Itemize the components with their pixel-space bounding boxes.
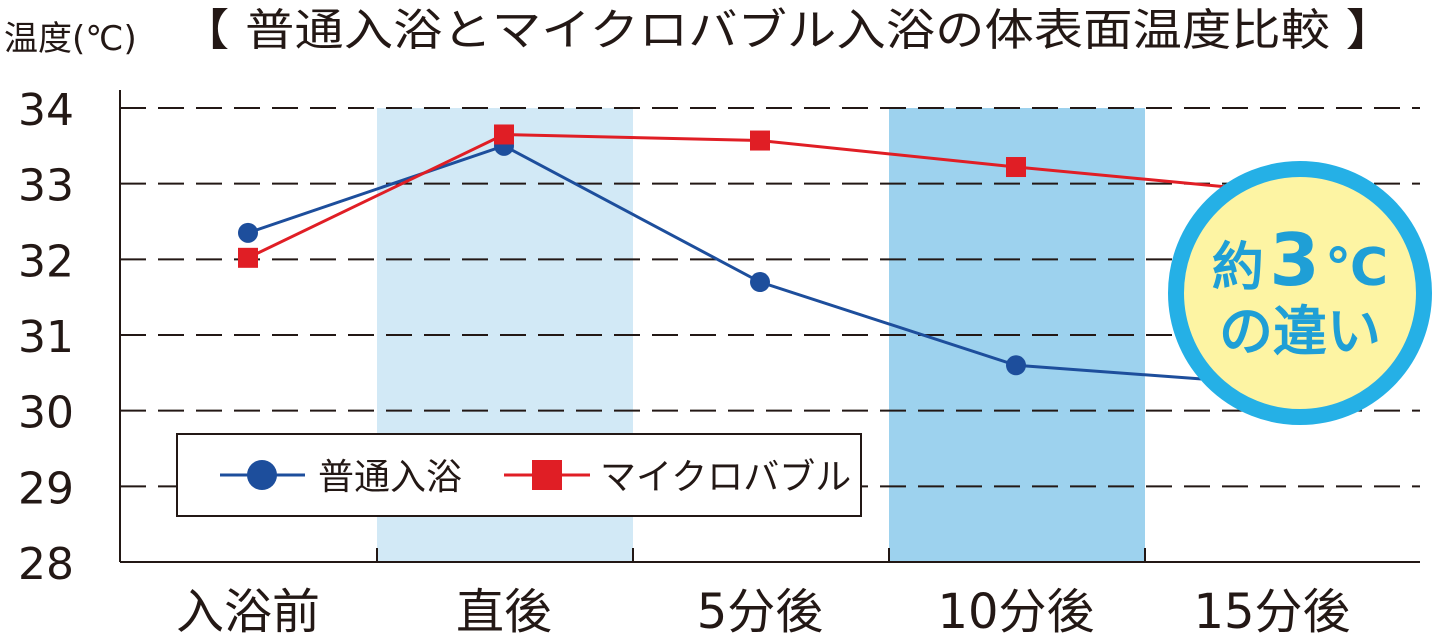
point-0-0 (238, 222, 258, 243)
legend-marker-microbubble (532, 460, 562, 490)
point-0-3 (1006, 355, 1026, 376)
y-tick-label-34: 34 (18, 85, 74, 136)
badge-line1: 約 3 ℃ (1212, 218, 1388, 302)
axes (119, 90, 1420, 563)
badge-line2: の違い (1219, 300, 1381, 363)
y-tick-label-30: 30 (18, 388, 74, 439)
x-tick-label-2: 5分後 (697, 584, 824, 638)
point-0-2 (750, 272, 770, 293)
x-tick-label-3: 10分後 (937, 584, 1094, 638)
badge-prefix: 約 (1212, 238, 1264, 298)
x-tick-label-4: 15分後 (1193, 584, 1350, 638)
legend: 普通入浴 マイクロバブル (176, 433, 862, 517)
y-tick-label-32: 32 (18, 236, 74, 287)
y-tick-label-31: 31 (18, 312, 74, 363)
badge-unit: ℃ (1325, 238, 1388, 298)
legend-label-microbubble: マイクロバブル (600, 457, 851, 498)
y-axis-label: 温度(℃) (4, 19, 137, 59)
y-tick-label-33: 33 (18, 161, 74, 212)
x-tick-label-1: 直後 (456, 584, 552, 638)
y-tick-label-29: 29 (18, 463, 74, 514)
y-tick-labels: 28 29 30 31 32 33 34 (18, 85, 74, 590)
badge-circle (1168, 161, 1432, 425)
chart-title: 【 普通入浴とマイクロバブル入浴の体表面温度比較 】 (180, 5, 1395, 56)
x-tick-label-0: 入浴前 (176, 584, 320, 638)
point-1-2 (750, 130, 770, 151)
legend-label-normal: 普通入浴 (318, 457, 462, 498)
difference-badge: 約 3 ℃ の違い (1168, 161, 1432, 425)
badge-number: 3 (1269, 218, 1319, 302)
x-tick-labels: 入浴前 直後 5分後 10分後 15分後 (176, 584, 1351, 638)
point-1-1 (494, 124, 514, 145)
legend-marker-normal (247, 460, 277, 490)
y-tick-label-28: 28 (18, 539, 74, 590)
point-1-0 (238, 247, 258, 268)
point-1-3 (1006, 157, 1026, 178)
